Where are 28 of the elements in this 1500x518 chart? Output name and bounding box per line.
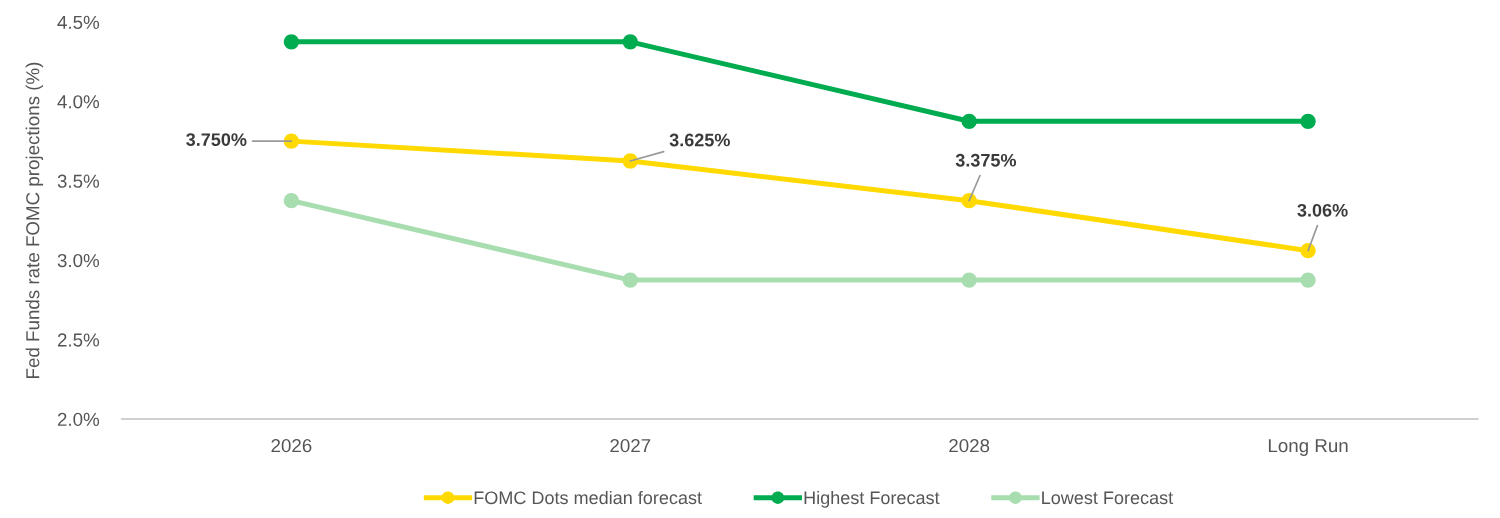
x-tick-label: 2027 bbox=[610, 439, 651, 453]
point bbox=[283, 34, 300, 50]
point bbox=[1300, 113, 1316, 129]
data-label: 3.06% bbox=[1297, 203, 1348, 217]
legend-label: Lowest Forecast bbox=[1042, 491, 1174, 505]
point bbox=[961, 272, 977, 288]
y-tick-label: 3.0% bbox=[57, 253, 100, 268]
y-tick-label: 3.5% bbox=[57, 174, 100, 188]
point bbox=[622, 34, 638, 50]
x-tick-label: 2026 bbox=[271, 439, 312, 453]
point bbox=[1300, 243, 1316, 259]
point bbox=[622, 272, 638, 288]
data-label: 3.625% bbox=[669, 133, 730, 147]
point bbox=[1300, 272, 1316, 288]
y-tick-label: 2.5% bbox=[57, 333, 100, 347]
point bbox=[961, 113, 977, 129]
x-tick-label: Long Run bbox=[1268, 439, 1348, 456]
x-tick-label: 2028 bbox=[949, 439, 990, 453]
legend-label: Highest Forecast bbox=[804, 490, 940, 508]
legend-label: FOMC Dots median forecast bbox=[474, 490, 702, 505]
y-tick-label: 2.0% bbox=[57, 412, 100, 427]
y-axis-title: Fed Funds rate FOMC projections (%) bbox=[25, 62, 44, 378]
point bbox=[283, 193, 300, 209]
y-tick-label: 4.5% bbox=[57, 15, 100, 29]
point bbox=[961, 193, 977, 209]
data-label: 3.375% bbox=[955, 153, 1017, 167]
y-tick-label: 4.0% bbox=[57, 95, 100, 109]
data-label: 3.750% bbox=[186, 133, 247, 146]
